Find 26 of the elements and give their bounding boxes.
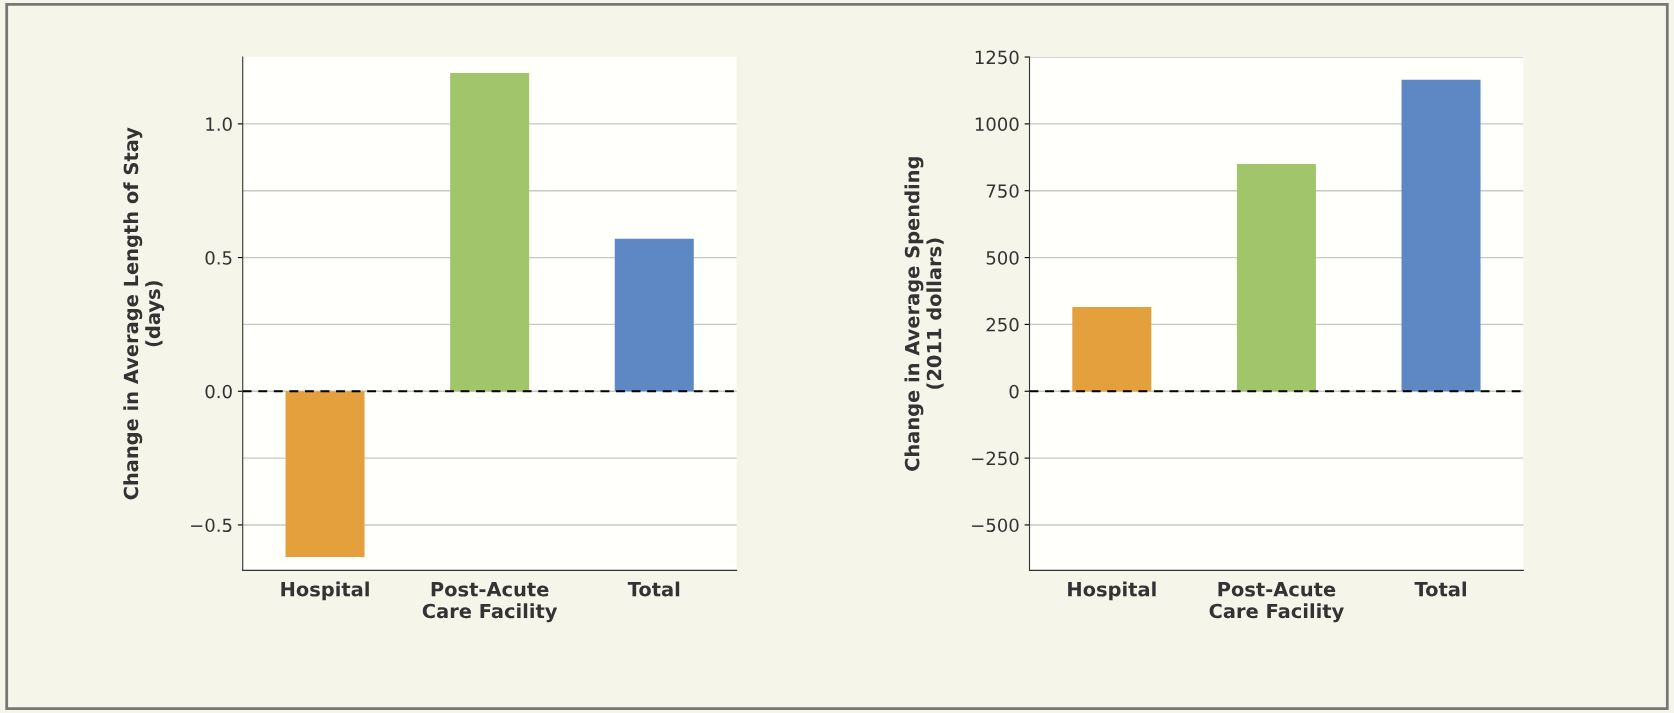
y-tick-label: −0.5	[191, 518, 232, 533]
y-tick-label: −500	[972, 518, 1019, 533]
x-tick-label: Post-Acute Care Facility	[422, 582, 558, 623]
x-tick-label: Total	[1414, 581, 1466, 597]
y-tick-label: 0	[1009, 384, 1019, 399]
bar	[1401, 79, 1481, 392]
y-tick-label: −250	[972, 451, 1019, 466]
x-tick-label: Hospital	[281, 581, 369, 601]
y-tick-label: 0.5	[205, 251, 232, 265]
y-tick-label: 500	[986, 251, 1019, 265]
y-tick-label: 750	[986, 184, 1019, 198]
bar	[285, 391, 365, 558]
x-tick-label: Total	[627, 581, 680, 597]
x-tick-label: Post-Acute Care Facility	[1209, 582, 1344, 623]
bar	[450, 73, 530, 392]
y-tick-label: 1250	[975, 50, 1019, 65]
y-tick-label: 250	[986, 317, 1019, 332]
y-tick-label: 0.0	[205, 384, 232, 399]
y-axis-title: Change in Average Length of Stay (days)	[123, 127, 165, 500]
y-axis-title: Change in Average Spending (2011 dollars)	[904, 157, 944, 471]
bar	[1072, 307, 1152, 392]
bar	[1236, 163, 1316, 392]
y-tick-label: 1000	[975, 117, 1019, 131]
y-tick-label: 1.0	[206, 117, 232, 131]
x-tick-label: Hospital	[1068, 581, 1156, 601]
bar	[614, 238, 694, 392]
